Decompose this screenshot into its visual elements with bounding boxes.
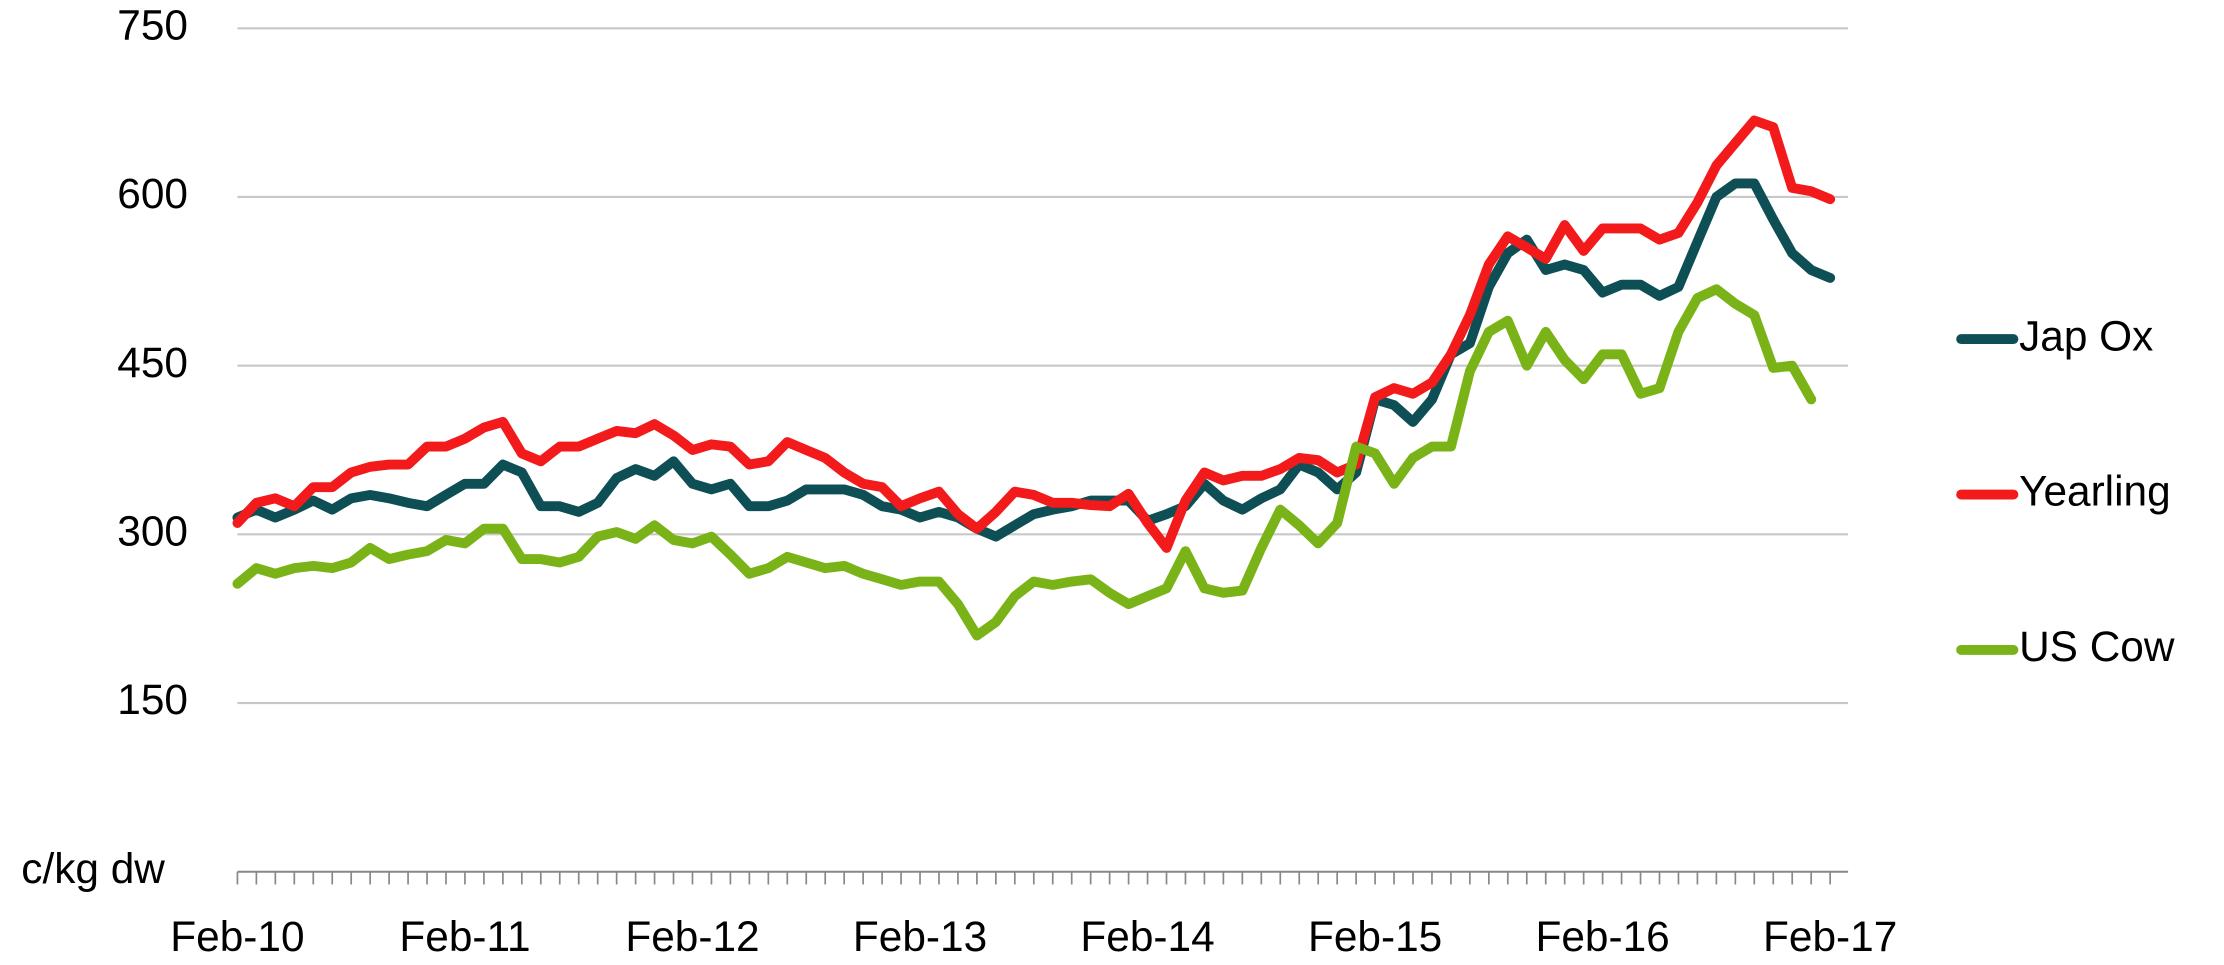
y-tick-label: 750 xyxy=(117,1,188,48)
legend-label: US Cow xyxy=(2019,623,2175,670)
y-tick-label: 600 xyxy=(117,170,188,217)
x-tick-label: Feb-13 xyxy=(853,913,987,960)
x-tick-label: Feb-15 xyxy=(1308,913,1442,960)
x-tick-label: Feb-17 xyxy=(1763,913,1897,960)
y-tick-label: 450 xyxy=(117,339,188,386)
y-tick-label: 300 xyxy=(117,508,188,555)
x-tick-label: Feb-12 xyxy=(625,913,759,960)
y-axis-label: c/kg dw xyxy=(21,845,165,892)
line-series xyxy=(232,284,1817,641)
x-tick-label: Feb-10 xyxy=(170,913,304,960)
x-tick-label: Feb-14 xyxy=(1080,913,1214,960)
y-tick-label: 150 xyxy=(117,676,188,723)
x-tick-label: Feb-11 xyxy=(399,913,530,960)
legend-label: Jap Ox xyxy=(2019,312,2153,359)
legend-label: Yearling xyxy=(2019,468,2171,515)
line-series xyxy=(232,178,1836,542)
x-tick-label: Feb-16 xyxy=(1535,913,1669,960)
line-series xyxy=(232,115,1836,553)
